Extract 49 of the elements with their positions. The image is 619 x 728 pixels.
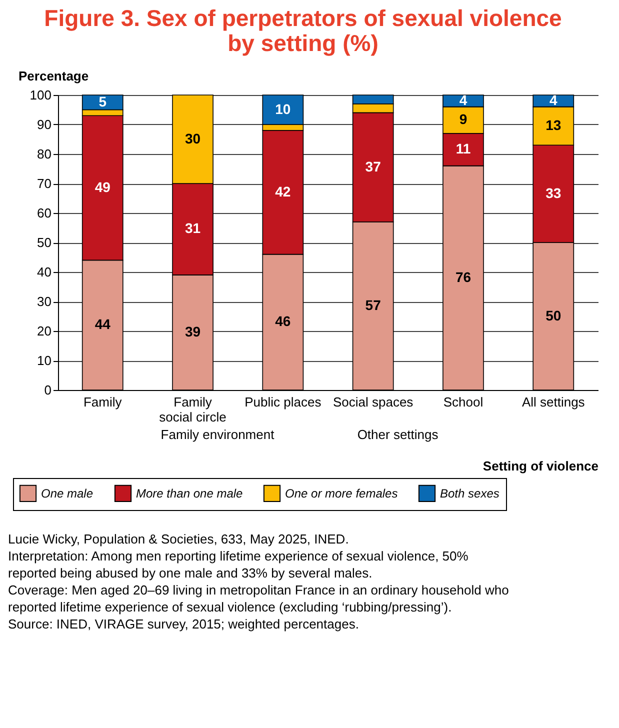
y-tick-label: 60 xyxy=(37,206,52,220)
y-tick-label: 10 xyxy=(37,353,52,368)
data-label: 33 xyxy=(546,184,562,201)
data-label: 39 xyxy=(184,323,201,340)
x-tick-label: All settings xyxy=(522,394,586,410)
y-axis-title: Percentage xyxy=(18,68,89,84)
chart-title: Figure 3. Sex of perpetrators of sexual violence by setting (%) xyxy=(44,5,562,56)
data-label: 76 xyxy=(455,268,472,285)
legend-label: More than one male xyxy=(136,486,244,500)
y-tick-label: 20 xyxy=(37,324,52,338)
x-tick-label: School xyxy=(443,394,484,410)
data-label: 30 xyxy=(184,130,201,146)
y-tick-label: 90 xyxy=(37,117,52,132)
data-label: 5 xyxy=(98,93,107,110)
data-label: 50 xyxy=(546,307,562,324)
data-label: 9 xyxy=(459,111,468,128)
text: Other settings xyxy=(357,427,439,442)
data-label: 57 xyxy=(365,296,382,313)
legend-label: One male xyxy=(41,486,94,500)
y-tick-label: 40 xyxy=(37,264,52,280)
x-tick-label: Public places xyxy=(244,394,322,410)
text: Lucie Wicky, Population & Societies, 633, May 2025, INED. xyxy=(8,532,349,546)
data-label: 44 xyxy=(94,316,111,332)
y-tick-label: 70 xyxy=(37,176,52,191)
data-label: 46 xyxy=(275,313,291,330)
data-label: 42 xyxy=(275,183,291,200)
data-label: 49 xyxy=(94,178,111,195)
text: Family environment xyxy=(160,427,275,442)
legend-label: One or more females xyxy=(285,486,398,500)
x-tick-label: Family xyxy=(83,394,122,410)
y-tick-label: 0 xyxy=(44,382,52,398)
data-label: 11 xyxy=(456,140,471,157)
data-label: 37 xyxy=(365,158,382,174)
y-tick-label: 50 xyxy=(37,235,52,250)
y-tick-label: 80 xyxy=(37,146,52,162)
data-label: 4 xyxy=(549,92,558,108)
data-label: 31 xyxy=(184,220,201,236)
text: Interpretation: Among men reporting lifetime experience of sexual violence, 50% reported being abused by one male and 33% by several males. xyxy=(8,548,469,580)
data-label: 13 xyxy=(546,116,562,133)
source-note: Source: INED, VIRAGE survey, 2015; weighted percentages. xyxy=(8,616,359,632)
data-label: 4 xyxy=(459,92,468,108)
text: Coverage: Men aged 20–69 living in metropolitan France in an ordinary household who reported lifetime experience of sexual violence (excluding ‘rubbing/pressing’). xyxy=(8,582,509,614)
x-axis-title: Setting of violence xyxy=(482,458,598,474)
y-tick-label: 100 xyxy=(30,88,52,102)
x-tick-label: Family social circle xyxy=(159,394,226,424)
legend-label: Both sexes xyxy=(440,486,500,500)
data-label: 10 xyxy=(275,100,291,117)
x-tick-label: Social spaces xyxy=(332,394,414,410)
y-tick-label: 30 xyxy=(37,294,52,309)
